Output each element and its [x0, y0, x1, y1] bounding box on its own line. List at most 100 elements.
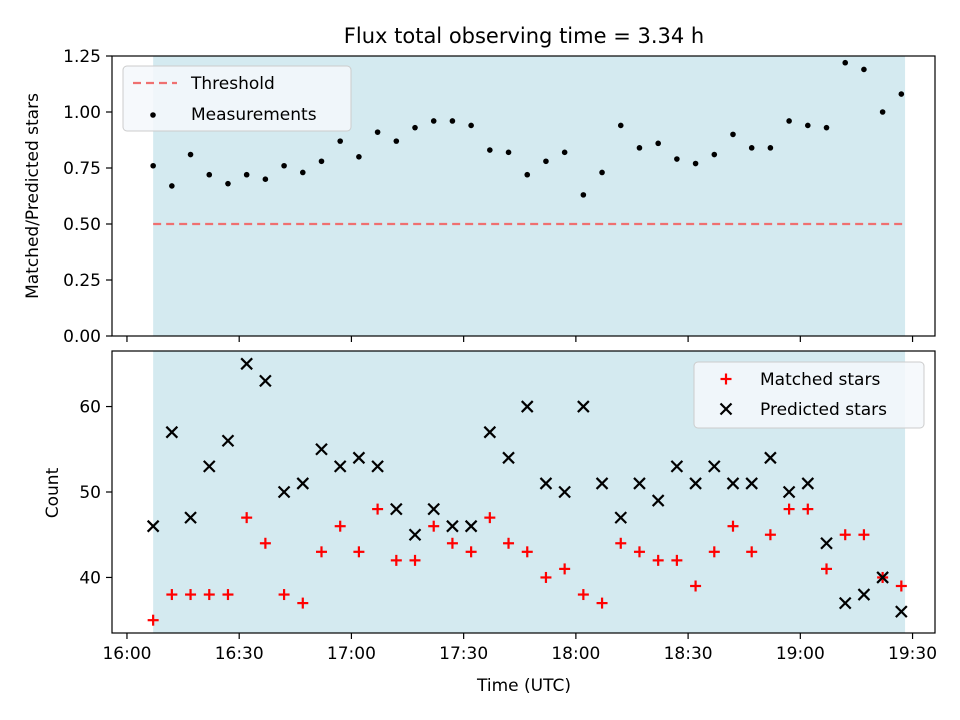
matched-star-point: [690, 580, 702, 592]
legend-predicted-label: Predicted stars: [760, 400, 887, 420]
matched-star-point: [708, 546, 720, 558]
predicted-star-point: [277, 485, 291, 499]
predicted-star-point: [371, 460, 384, 473]
measurement-point: [767, 145, 774, 151]
measurement-points: [150, 59, 905, 198]
measurement-point: [449, 118, 456, 124]
matched-star-point: [746, 546, 758, 558]
matched-star-point: [409, 554, 421, 566]
measurement-point: [636, 145, 643, 151]
predicted-star-point: [838, 596, 852, 610]
matched-star-point: [353, 546, 365, 558]
bottom-y-axis-label: Count: [43, 467, 63, 518]
predicted-star-point: [240, 357, 253, 371]
predicted-star-point: [184, 511, 197, 524]
predicted-star-point: [595, 477, 609, 490]
x-tick-label: 18:30: [664, 644, 713, 664]
matched-star-point: [521, 546, 533, 558]
predicted-star-point: [202, 460, 216, 473]
count-panel: 40 50 60 16:00 16:30 17:00 17:30 18:00 18:30 19:…: [43, 350, 937, 696]
y-tick-label: 1.25: [63, 47, 101, 67]
measurement-point: [505, 149, 512, 156]
measurement-point: [580, 192, 587, 198]
predicted-star-point: [614, 511, 628, 524]
matched-star-point: [166, 589, 178, 601]
predicted-star-point: [446, 519, 459, 533]
matched-star-point: [839, 529, 851, 541]
top-y-axis: 0.00 0.25 0.50 0.75 1.00 1.25: [63, 47, 112, 347]
measurement-point: [412, 124, 418, 131]
matched-star-point: [559, 563, 571, 575]
predicted-stars-points: [146, 357, 908, 618]
measurement-point: [262, 176, 269, 182]
legend-plus-marker: [720, 373, 732, 385]
measurement-point: [318, 158, 325, 165]
matched-star-point: [372, 503, 384, 515]
y-tick-label: 40: [79, 568, 101, 588]
predicted-star-point: [689, 477, 702, 490]
measurement-point: [337, 138, 343, 144]
measurement-point: [842, 59, 849, 66]
measurement-point: [243, 171, 250, 178]
predicted-star-point: [651, 494, 665, 507]
matched-star-point: [821, 563, 833, 575]
legend-x-marker: [719, 402, 733, 416]
predicted-star-point: [352, 451, 366, 465]
bottom-y-axis: 40 50 60: [79, 398, 112, 588]
y-tick-label: 50: [79, 483, 101, 503]
measurement-point: [169, 183, 175, 189]
predicted-star-point: [670, 460, 684, 473]
predicted-star-point: [146, 519, 160, 533]
predicted-star-point: [558, 485, 571, 499]
legend-threshold-label: Threshold: [190, 74, 275, 94]
ratio-panel: 0.00 0.25 0.50 0.75 1.00 1.25 Matched/Predict…: [23, 47, 936, 347]
measurement-point: [206, 171, 213, 178]
measurement-point: [599, 169, 605, 176]
predicted-star-point: [315, 442, 328, 456]
predicted-star-point: [577, 400, 590, 413]
predicted-star-point: [464, 519, 478, 533]
measurement-point: [898, 91, 905, 97]
measurement-point: [468, 122, 474, 129]
matched-star-point: [633, 546, 645, 558]
y-tick-label: 0.00: [63, 327, 101, 347]
predicted-star-point: [165, 425, 179, 439]
matched-star-point: [315, 546, 327, 558]
matched-star-point: [503, 537, 515, 549]
predicted-star-point: [895, 605, 908, 618]
matched-star-point: [259, 537, 271, 549]
measurement-point: [674, 156, 680, 162]
x-tick-label: 16:30: [215, 644, 264, 664]
matched-star-point: [596, 597, 608, 609]
bottom-legend: Matched stars Predicted stars: [693, 361, 925, 429]
measurement-point: [861, 66, 867, 73]
matched-star-point: [727, 520, 739, 532]
matched-star-point: [764, 529, 776, 541]
x-tick-label: 17:00: [327, 644, 376, 664]
legend-measurements-swatch: [150, 112, 156, 118]
predicted-star-point: [221, 434, 235, 448]
matched-star-point: [783, 503, 795, 515]
predicted-star-point: [726, 477, 740, 490]
measurement-point: [748, 145, 755, 151]
measurement-point: [299, 169, 306, 176]
measurement-point: [786, 118, 792, 124]
predicted-star-point: [820, 536, 833, 550]
predicted-star-point: [296, 477, 310, 490]
bottom-legend-box: [693, 361, 925, 429]
measurement-point: [281, 162, 287, 169]
predicted-star-point: [502, 451, 515, 465]
x-axis: 16:00 16:30 17:00 17:30 18:00 18:30 19:00 19:30: [102, 633, 937, 664]
matched-star-point: [185, 589, 197, 601]
measurement-point: [543, 158, 549, 165]
y-tick-label: 0.75: [63, 159, 101, 179]
predicted-star-point: [259, 374, 272, 388]
predicted-star-point: [633, 477, 646, 490]
measurement-point: [524, 171, 531, 178]
predicted-star-point: [427, 502, 440, 516]
matched-star-point: [895, 580, 907, 592]
legend-measurements-label: Measurements: [191, 105, 317, 125]
measurement-point: [805, 122, 811, 129]
matched-star-point: [465, 546, 477, 558]
predicted-star-point: [539, 477, 553, 490]
